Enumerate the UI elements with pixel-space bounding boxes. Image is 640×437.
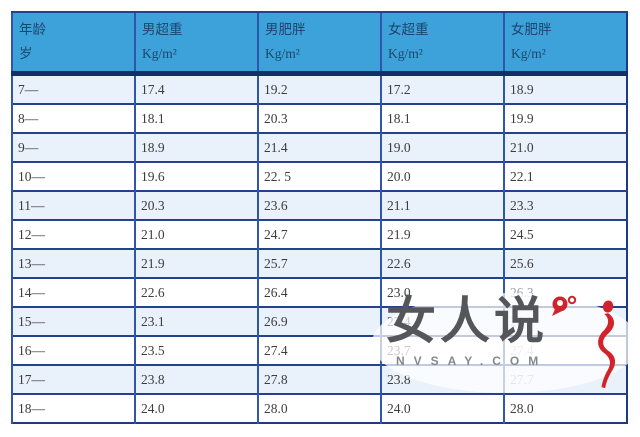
- header-label: 男肥胖: [265, 22, 306, 37]
- header-cell-male-obese: 男肥胖 Kg/m²: [257, 11, 381, 76]
- age-cell: 13—: [11, 248, 135, 278]
- table-row: 13— 21.9 25.7 22.6 25.6: [11, 248, 627, 278]
- header-unit: Kg/m²: [388, 45, 423, 61]
- value-cell: 23.6: [257, 190, 381, 220]
- value-cell: 22.6: [380, 248, 504, 278]
- value-cell: 22.6: [134, 277, 258, 307]
- table-row: 7— 17.4 19.2 17.2 18.9: [11, 72, 627, 104]
- header-cell-female-obese: 女肥胖 Kg/m²: [503, 11, 627, 76]
- value-cell: 19.2: [257, 72, 381, 104]
- value-cell: 22. 5: [257, 161, 381, 191]
- header-unit: Kg/m²: [142, 45, 177, 61]
- value-cell: 18.9: [503, 72, 627, 104]
- age-cell: 16—: [11, 335, 135, 365]
- value-cell: 24.7: [257, 219, 381, 249]
- value-cell: 21.4: [257, 132, 381, 162]
- value-cell: 22.1: [503, 161, 627, 191]
- table-row: 11— 20.3 23.6 21.1 23.3: [11, 190, 627, 220]
- header-unit: 岁: [19, 45, 33, 61]
- table-row: 12— 21.0 24.7 21.9 24.5: [11, 219, 627, 249]
- value-cell: 24.0: [134, 393, 258, 423]
- value-cell: 21.9: [134, 248, 258, 278]
- value-cell: 17.2: [380, 72, 504, 104]
- header-cell-age: 年龄 岁: [11, 11, 135, 76]
- value-cell: 21.1: [380, 190, 504, 220]
- table-row: 8— 18.1 20.3 18.1 19.9: [11, 103, 627, 133]
- table-row: 9— 18.9 21.4 19.0 21.0: [11, 132, 627, 162]
- value-cell: 20.0: [380, 161, 504, 191]
- value-cell: 21.9: [380, 219, 504, 249]
- header-label: 男超重: [142, 22, 183, 37]
- value-cell: 18.1: [134, 103, 258, 133]
- value-cell: 20.3: [257, 103, 381, 133]
- age-cell: 15—: [11, 306, 135, 336]
- watermark: 女人说 NVSAY.COM: [372, 293, 640, 395]
- header-unit: Kg/m²: [511, 45, 546, 61]
- age-cell: 14—: [11, 277, 135, 307]
- value-cell: 23.5: [134, 335, 258, 365]
- value-cell: 26.4: [257, 277, 381, 307]
- header-label: 女肥胖: [511, 22, 552, 37]
- age-cell: 12—: [11, 219, 135, 249]
- value-cell: 25.6: [503, 248, 627, 278]
- age-cell: 17—: [11, 364, 135, 394]
- header-unit: Kg/m²: [265, 45, 300, 61]
- value-cell: 18.1: [380, 103, 504, 133]
- header-label: 女超重: [388, 22, 429, 37]
- age-cell: 9—: [11, 132, 135, 162]
- value-cell: 17.4: [134, 72, 258, 104]
- value-cell: 21.0: [134, 219, 258, 249]
- header-cell-male-overweight: 男超重 Kg/m²: [134, 11, 258, 76]
- bmi-table: 年龄 岁 男超重 Kg/m² 男肥胖 Kg/m² 女超重 Kg/m² 女肥胖: [11, 11, 628, 424]
- value-cell: 24.5: [503, 219, 627, 249]
- age-cell: 7—: [11, 72, 135, 104]
- age-cell: 10—: [11, 161, 135, 191]
- watermark-logo-text: 女人说: [386, 293, 548, 349]
- table-body: 7— 17.4 19.2 17.2 18.9 8— 18.1 20.3 18.1 19.9 9— 18…: [11, 72, 627, 423]
- value-cell: 18.9: [134, 132, 258, 162]
- speech-bubble-icon: [550, 295, 580, 322]
- value-cell: 26.9: [257, 306, 381, 336]
- value-cell: 24.0: [380, 393, 504, 423]
- table-row: 10— 19.6 22. 5 20.0 22.1: [11, 161, 627, 191]
- woman-silhouette-icon: [591, 299, 627, 394]
- value-cell: 23.1: [134, 306, 258, 336]
- watermark-background-blob: [372, 293, 640, 393]
- age-cell: 8—: [11, 103, 135, 133]
- value-cell: 19.6: [134, 161, 258, 191]
- table-row: 18— 24.0 28.0 24.0 28.0: [11, 393, 627, 423]
- header-label: 年龄: [19, 22, 46, 37]
- value-cell: 27.4: [257, 335, 381, 365]
- value-cell: 21.0: [503, 132, 627, 162]
- header-row: 年龄 岁 男超重 Kg/m² 男肥胖 Kg/m² 女超重 Kg/m² 女肥胖: [11, 11, 627, 76]
- value-cell: 19.0: [380, 132, 504, 162]
- watermark-site-text: NVSAY.COM: [396, 354, 548, 368]
- value-cell: 23.8: [134, 364, 258, 394]
- value-cell: 28.0: [257, 393, 381, 423]
- value-cell: 20.3: [134, 190, 258, 220]
- value-cell: 28.0: [503, 393, 627, 423]
- age-cell: 18—: [11, 393, 135, 423]
- value-cell: 25.7: [257, 248, 381, 278]
- value-cell: 27.8: [257, 364, 381, 394]
- value-cell: 19.9: [503, 103, 627, 133]
- header-cell-female-overweight: 女超重 Kg/m²: [380, 11, 504, 76]
- value-cell: 23.3: [503, 190, 627, 220]
- age-cell: 11—: [11, 190, 135, 220]
